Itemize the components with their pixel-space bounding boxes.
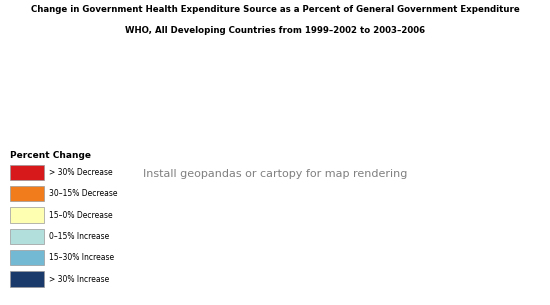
Text: 0–15% Increase: 0–15% Increase (49, 232, 109, 241)
Text: 15–0% Decrease: 15–0% Decrease (49, 210, 113, 220)
Bar (10, 250, 44, 265)
Text: > 30% Decrease: > 30% Decrease (49, 168, 113, 177)
Bar (10, 186, 44, 201)
Text: Change in Government Health Expenditure Source as a Percent of General Governmen: Change in Government Health Expenditure … (31, 5, 519, 14)
Text: 15–30% Increase: 15–30% Increase (49, 253, 114, 262)
Bar (10, 165, 44, 180)
Text: Install geopandas or cartopy for map rendering: Install geopandas or cartopy for map ren… (143, 169, 407, 179)
Text: 30–15% Decrease: 30–15% Decrease (49, 189, 118, 198)
Bar (10, 229, 44, 244)
Text: Percent Change: Percent Change (10, 151, 91, 160)
Bar (10, 271, 44, 287)
Text: WHO, All Developing Countries from 1999–2002 to 2003–2006: WHO, All Developing Countries from 1999–… (125, 26, 425, 35)
Bar (10, 207, 44, 223)
FancyBboxPatch shape (6, 146, 126, 299)
Text: > 30% Increase: > 30% Increase (49, 274, 109, 284)
